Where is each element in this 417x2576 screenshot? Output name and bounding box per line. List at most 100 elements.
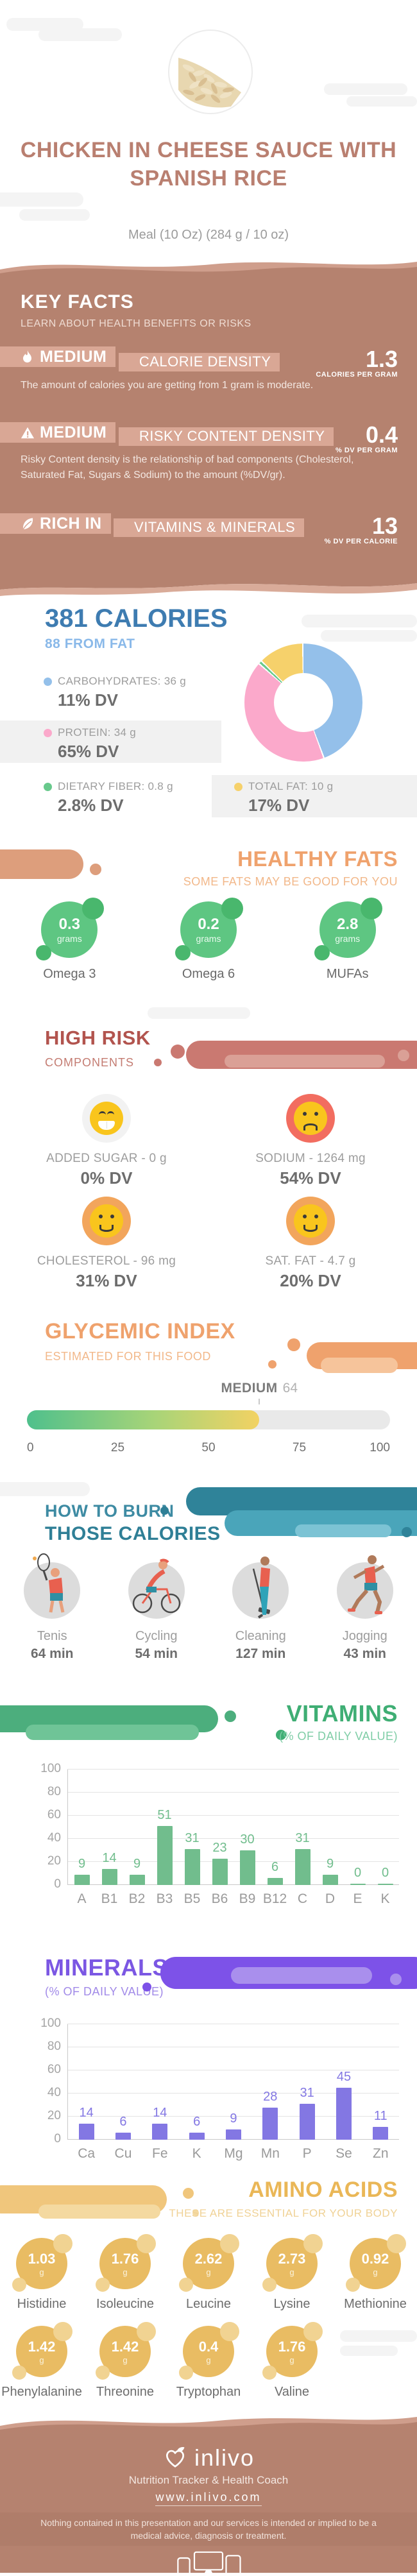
- cloud-decoration: [324, 83, 407, 95]
- blob-decoration: [171, 1045, 185, 1059]
- omega3-unit: grams: [56, 934, 82, 944]
- mufas-blob: 2.8 grams: [314, 898, 382, 960]
- healthy-fats-row: 0.3 grams Omega 3 0.2 grams Omega 6 2.8 …: [0, 898, 417, 982]
- bar-minerals-Zn: 11 Zn: [362, 2024, 399, 2161]
- key-facts-subtitle: LEARN ABOUT HEALTH BENEFITS OR RISKS: [21, 318, 251, 329]
- amino-acid-unit: g: [123, 2267, 128, 2277]
- vitamins-subtitle: (% OF DAILY VALUE): [278, 1730, 398, 1743]
- x-axis-category-label: E: [353, 1891, 362, 1906]
- amino-acid-value: 1.76: [111, 2250, 139, 2267]
- bar-vitamins-B1: 14 B1: [96, 1770, 123, 1906]
- amino-acid-blob: 2.73 g: [262, 2234, 323, 2292]
- calories-from-fat: 88 FROM FAT: [45, 636, 135, 651]
- devices-icon: [0, 2551, 417, 2573]
- calories-section: 381 CALORIES 88 FROM FAT CARBOHYDRATES: …: [0, 603, 417, 847]
- bar: [101, 1868, 117, 1885]
- tennis-label: Tenis: [37, 1629, 67, 1643]
- cleaning-minutes: 127 min: [235, 1646, 286, 1661]
- cleaning-label: Cleaning: [235, 1629, 286, 1643]
- y-axis-tick-label: 60: [47, 1808, 61, 1821]
- legend-item-protein: PROTEIN: 34 g 65% DV: [44, 726, 136, 762]
- bar-value-label: 51: [157, 1808, 172, 1823]
- amino-acid-value: 1.42: [111, 2338, 139, 2355]
- bar-value-label: 31: [295, 1831, 310, 1846]
- bar: [350, 1884, 366, 1885]
- amino-acid-methionine: 0.92 g Methionine: [334, 2234, 417, 2312]
- bar: [212, 1858, 228, 1885]
- x-axis-category-label: Ca: [78, 2146, 96, 2161]
- bar-value-label: 6: [271, 1860, 279, 1875]
- bar: [184, 1849, 200, 1885]
- sat-fat-dv: 20% DV: [280, 1271, 341, 1290]
- cloud-decoration: [0, 1482, 90, 1496]
- x-axis-category-label: Mn: [260, 2146, 280, 2161]
- activity-tennis: Tenis 64 min: [0, 1553, 105, 1662]
- activity-cycling: Cycling 54 min: [105, 1558, 209, 1662]
- cycling-icon: [128, 1558, 185, 1619]
- chart-gridline: 20: [47, 2109, 399, 2122]
- amino-acid-histidine: 1.03 g Histidine: [0, 2234, 83, 2312]
- page-subtitle: Meal (10 Oz) (284 g / 10 oz): [128, 228, 289, 242]
- cloud-decoration: [38, 28, 122, 41]
- bar-value-label: 11: [373, 2109, 387, 2124]
- amino-acid-label: Leucine: [185, 2297, 232, 2311]
- y-axis-tick-label: 80: [47, 1785, 61, 1798]
- bar-vitamins-B2: 9 B2: [123, 1770, 151, 1906]
- y-axis-tick-label: 80: [47, 2040, 61, 2053]
- bar: [189, 2133, 205, 2140]
- glycemic-subtitle: ESTIMATED FOR THIS FOOD: [45, 1350, 211, 1363]
- amino-acid-unit: g: [39, 2355, 44, 2365]
- blob-decoration: [268, 1360, 277, 1369]
- amino-acid-threonine: 1.42 g Threonine: [83, 2322, 167, 2400]
- amino-acid-value: 1.76: [278, 2338, 306, 2355]
- blob-decoration: [0, 849, 83, 879]
- amino-acid-tryptophan: 0.4 g Tryptophan: [167, 2322, 250, 2400]
- healthy-fats-section: HEALTHY FATS SOME FATS MAY BE GOOD FOR Y…: [0, 847, 417, 1007]
- amino-acid-unit: g: [373, 2267, 378, 2277]
- key-fact-value: 13: [371, 513, 398, 539]
- y-axis-tick-label: 0: [54, 1877, 61, 1891]
- wave-divider: [0, 262, 417, 282]
- amino-acid-unit: g: [123, 2355, 128, 2365]
- y-axis-tick-label: 40: [47, 1831, 61, 1845]
- x-axis-category-label: B3: [156, 1891, 173, 1906]
- amino-acid-value: 0.92: [361, 2250, 389, 2267]
- glycemic-title: GLYCEMIC INDEX: [45, 1319, 235, 1343]
- x-axis-category-label: P: [302, 2146, 312, 2161]
- activity-jogging: Jogging 43 min: [313, 1555, 417, 1662]
- key-fact-level: MEDIUM: [40, 423, 107, 441]
- amino-acids-subtitle: THESE ARE ESSENTIAL FOR YOUR BODY: [169, 2207, 398, 2219]
- x-axis-category-label: B1: [101, 1891, 118, 1906]
- glycemic-gauge-fill: [27, 1410, 260, 1429]
- amino-acid-phenylalanine: 1.42 g Phenylalanine: [0, 2322, 83, 2400]
- bar-vitamins-B6: 23 B6: [206, 1770, 234, 1906]
- calories-title: 381 CALORIES: [45, 604, 228, 633]
- protein-legend-dot: [44, 728, 52, 737]
- x-axis-category-label: Cu: [114, 2146, 132, 2161]
- key-fact-name-chip: RISKY CONTENT DENSITY: [118, 427, 334, 446]
- jogging-icon: [336, 1555, 393, 1619]
- footer-url-link[interactable]: www.inlivo.com: [155, 2491, 262, 2506]
- flame-icon: [21, 350, 35, 365]
- x-axis-category-label: C: [297, 1891, 308, 1906]
- carbs-dv: 11% DV: [58, 690, 118, 710]
- key-fact-level-chip: MEDIUM: [0, 346, 116, 367]
- sodium-label: SODIUM - 1264 mg: [255, 1152, 366, 1165]
- key-facts-title: KEY FACTS: [21, 291, 134, 312]
- omega3-value: 0.3: [58, 916, 81, 933]
- chart-gridline: 40: [47, 1831, 399, 1845]
- amino-acid-label: Threonine: [96, 2385, 155, 2399]
- key-fact-level: MEDIUM: [40, 348, 107, 366]
- bar-value-label: 6: [119, 2115, 127, 2129]
- glycemic-index-section: GLYCEMIC INDEX ESTIMATED FOR THIS FOOD M…: [0, 1315, 417, 1482]
- bar-value-label: 6: [193, 2115, 201, 2129]
- bar-vitamins-B9: 30 B9: [234, 1770, 261, 1906]
- key-fact-name: VITAMINS & MINERALS: [134, 518, 296, 535]
- healthy-fats-subtitle: SOME FATS MAY BE GOOD FOR YOU: [183, 875, 398, 888]
- blob-decoration: [183, 2188, 194, 2199]
- heart-leaf-logo-icon: [166, 2447, 185, 2468]
- chart-bars: 14 Ca 6 Cu 14 Fe 6 K 9 Mg 28 Mn 31 P 45 Se 11 Zn: [68, 2024, 399, 2161]
- y-axis-tick-label: 100: [40, 2017, 61, 2030]
- vitamins-title: VITAMINS: [286, 1700, 398, 1727]
